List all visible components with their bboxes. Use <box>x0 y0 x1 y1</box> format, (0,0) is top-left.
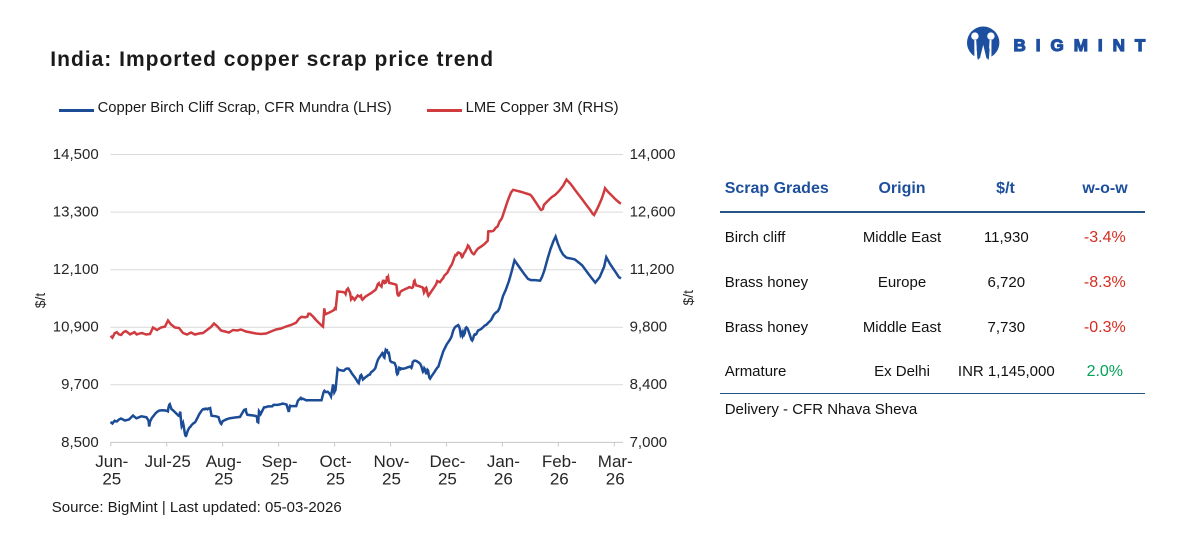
svg-text:$/t: $/t <box>32 293 48 309</box>
svg-text:12,600: 12,600 <box>630 204 676 221</box>
svg-text:14,000: 14,000 <box>630 146 676 163</box>
svg-text:7,000: 7,000 <box>630 434 668 451</box>
svg-text:Jun-: Jun- <box>95 452 128 471</box>
svg-text:Mar-: Mar- <box>598 452 633 471</box>
svg-text:8,500: 8,500 <box>61 434 99 451</box>
svg-text:14,500: 14,500 <box>53 146 99 163</box>
svg-text:25: 25 <box>270 469 289 488</box>
svg-text:$/t: $/t <box>680 290 696 306</box>
svg-text:Sep-: Sep- <box>262 452 298 471</box>
svg-text:Oct-: Oct- <box>320 452 352 471</box>
svg-text:12,100: 12,100 <box>53 261 99 278</box>
svg-text:25: 25 <box>214 469 233 488</box>
svg-text:25: 25 <box>102 469 121 488</box>
svg-text:Feb-: Feb- <box>542 452 577 471</box>
svg-text:Aug-: Aug- <box>206 452 242 471</box>
svg-text:8,400: 8,400 <box>630 376 668 393</box>
svg-text:26: 26 <box>606 469 625 488</box>
svg-text:25: 25 <box>438 469 457 488</box>
svg-text:Nov-: Nov- <box>374 452 410 471</box>
svg-text:Dec-: Dec- <box>429 452 465 471</box>
svg-text:11,200: 11,200 <box>630 261 675 278</box>
svg-text:26: 26 <box>550 469 569 488</box>
svg-text:26: 26 <box>494 469 513 488</box>
svg-text:Jul-25: Jul-25 <box>145 452 191 471</box>
svg-text:25: 25 <box>326 469 345 488</box>
svg-text:9,700: 9,700 <box>61 376 99 393</box>
svg-text:9,800: 9,800 <box>630 319 668 336</box>
svg-text:25: 25 <box>382 469 401 488</box>
svg-text:BIGMINT: BIGMINT <box>1014 36 1156 55</box>
svg-text:Jan-: Jan- <box>487 452 520 471</box>
svg-text:13,300: 13,300 <box>53 204 99 221</box>
svg-text:10,900: 10,900 <box>53 319 99 336</box>
